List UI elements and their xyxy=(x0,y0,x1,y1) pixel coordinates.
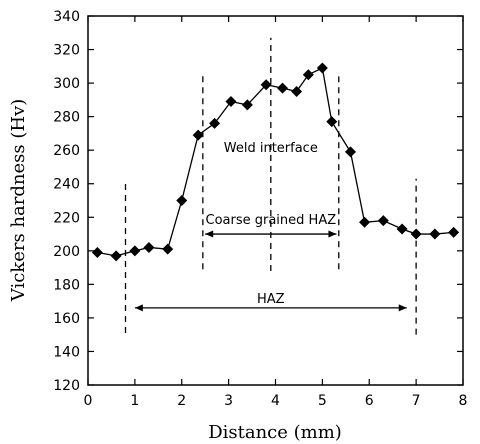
data-point-diamond xyxy=(377,215,389,227)
x-tick-label: 6 xyxy=(365,393,374,409)
data-point-diamond xyxy=(110,250,122,262)
data-point-diamond xyxy=(176,195,188,206)
y-tick-label: 320 xyxy=(53,43,80,59)
data-point-diamond xyxy=(291,85,303,97)
y-axis-ticks: 120 140 160 180 200 220 240 260 280 300 320 340 xyxy=(53,9,463,394)
y-tick-label: 280 xyxy=(53,110,80,126)
data-point-diamond xyxy=(209,117,221,129)
data-point-diamond xyxy=(91,246,103,258)
y-tick-label: 240 xyxy=(53,177,80,193)
y-tick-label: 260 xyxy=(53,143,80,159)
x-tick-label: 8 xyxy=(459,393,468,409)
data-point-diamond xyxy=(359,216,371,228)
x-tick-label: 5 xyxy=(318,393,327,409)
data-point-diamond xyxy=(410,228,422,240)
x-axis-ticks: 0 1 2 3 4 5 6 7 8 xyxy=(84,16,468,409)
y-axis-title: Vickers hardness (Hv) xyxy=(8,99,29,302)
x-tick-label: 0 xyxy=(84,393,93,409)
x-tick-label: 4 xyxy=(271,393,280,409)
annotation-label: HAZ xyxy=(257,292,285,307)
data-point-diamond xyxy=(302,69,314,81)
data-point-diamond xyxy=(260,79,272,91)
x-tick-label: 2 xyxy=(177,393,186,409)
series-markers xyxy=(91,62,460,262)
data-point-diamond xyxy=(277,82,289,94)
x-tick-label: 7 xyxy=(412,393,421,409)
x-tick-label: 3 xyxy=(224,393,233,409)
region-boundaries xyxy=(124,37,417,335)
y-tick-label: 220 xyxy=(53,210,80,226)
data-point-diamond xyxy=(326,116,338,128)
annotations: Weld interface Coarse grained HAZ HAZ xyxy=(206,141,337,307)
arrowhead-right xyxy=(398,304,407,312)
annotation-label: Coarse grained HAZ xyxy=(206,213,337,228)
data-point-diamond xyxy=(162,243,174,255)
annotation-label: Weld interface xyxy=(224,141,318,156)
y-tick-label: 200 xyxy=(53,244,80,260)
y-tick-label: 180 xyxy=(53,277,80,293)
data-point-diamond xyxy=(316,62,328,74)
y-tick-label: 340 xyxy=(53,9,80,25)
data-point-diamond xyxy=(129,245,141,257)
data-point-diamond xyxy=(448,226,460,238)
data-point-diamond xyxy=(143,241,155,253)
arrowhead-right xyxy=(328,230,337,238)
data-point-diamond xyxy=(225,96,237,108)
arrowhead-left xyxy=(134,304,143,312)
x-tick-label: 1 xyxy=(130,393,139,409)
span-arrows xyxy=(134,230,407,312)
y-tick-label: 140 xyxy=(53,344,80,360)
y-tick-label: 120 xyxy=(53,378,80,394)
plot-frame xyxy=(87,15,464,386)
arrowhead-left xyxy=(205,230,214,238)
data-point-diamond xyxy=(192,129,204,141)
data-point-diamond xyxy=(241,99,253,111)
y-tick-label: 160 xyxy=(53,311,80,327)
x-axis-title: Distance (mm) xyxy=(208,422,342,443)
data-point-diamond xyxy=(345,146,356,158)
data-point-diamond xyxy=(429,228,441,240)
data-point-diamond xyxy=(396,223,408,235)
y-tick-label: 300 xyxy=(53,76,80,92)
